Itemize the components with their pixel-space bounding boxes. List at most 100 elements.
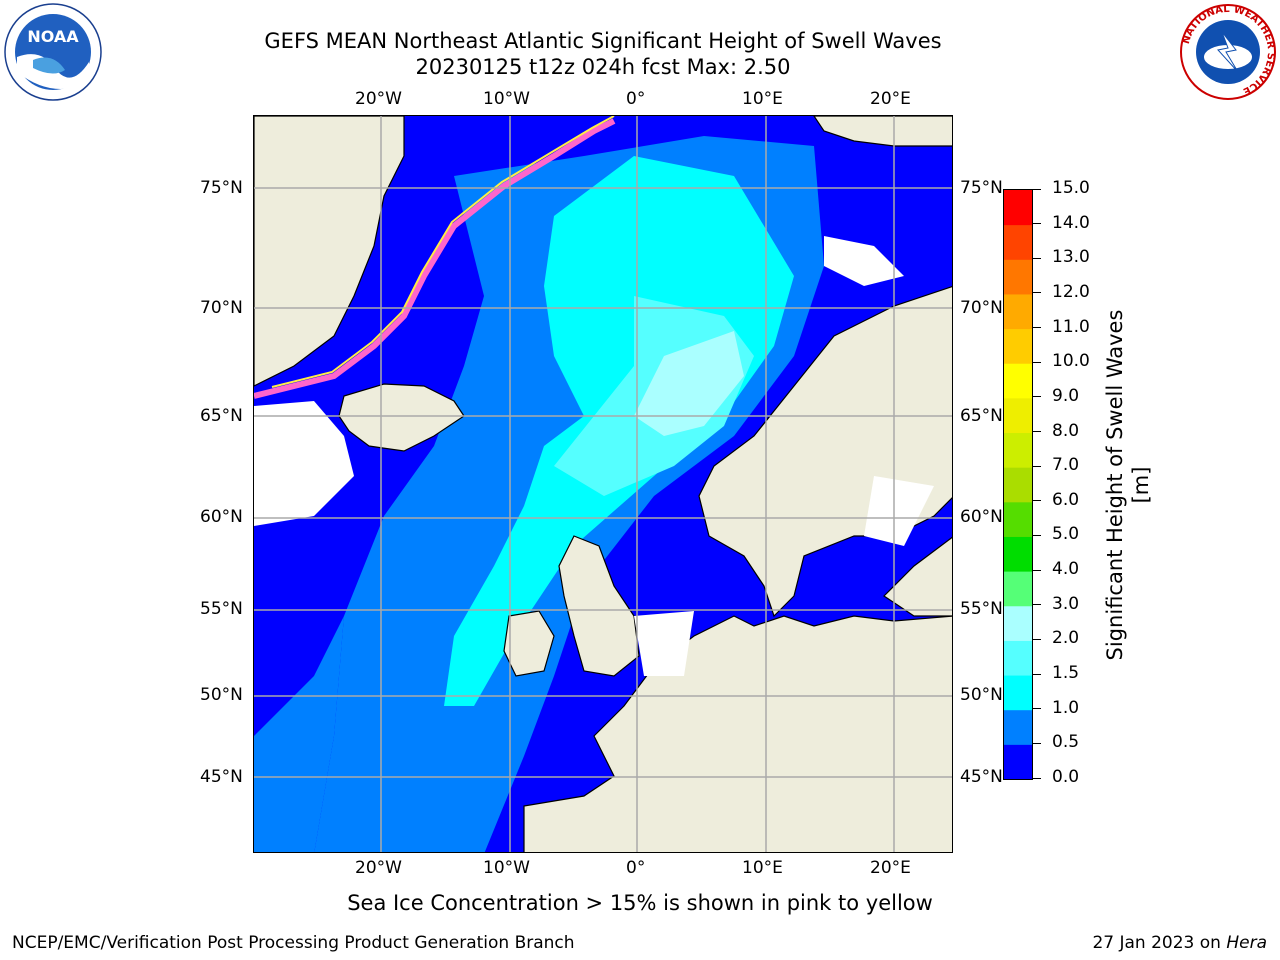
- land-baltic-east: [883, 536, 952, 617]
- colorbar-segment: [1004, 363, 1032, 399]
- colorbar-segment: [1004, 259, 1032, 295]
- swell-band-0-5-west: [254, 616, 344, 852]
- colorbar-tick-label: 4.0: [1052, 559, 1080, 580]
- colorbar-tick-label: 11.0: [1052, 316, 1090, 337]
- land-ireland: [503, 610, 555, 677]
- lat-label-right-45n: 45°N: [960, 767, 1003, 787]
- colorbar-segment: [1004, 571, 1032, 607]
- lat-label-left-60n: 60°N: [200, 507, 243, 527]
- colorbar-segment: [1004, 190, 1032, 226]
- colorbar-segment: [1004, 675, 1032, 711]
- colorbar-tick: [1033, 673, 1041, 675]
- chart-subtitle: 20230125 t12z 024h fcst Max: 2.50: [415, 55, 791, 79]
- colorbar-tick-label: 7.0: [1052, 455, 1080, 476]
- lat-label-right-50n: 50°N: [960, 685, 1003, 705]
- land-group: [254, 116, 952, 852]
- colorbar-segment: [1004, 605, 1032, 641]
- lon-label-top-0: 0°: [626, 89, 646, 109]
- colorbar-tick: [1033, 188, 1041, 190]
- colorbar-tick: [1033, 361, 1041, 363]
- colorbar-tick: [1033, 500, 1041, 502]
- colorbar-segment: [1004, 536, 1032, 572]
- colorbar-tick: [1033, 327, 1041, 329]
- noaa-logo-text: NOAA: [27, 27, 79, 46]
- lat-label-left-75n: 75°N: [200, 178, 243, 198]
- lon-label-bottom-20e: 20°E: [870, 858, 911, 878]
- colorbar-segment: [1004, 328, 1032, 364]
- colorbar-tick: [1033, 708, 1041, 710]
- sea-ice-note: Sea Ice Concentration > 15% is shown in …: [347, 891, 933, 915]
- lon-label-top-20e: 20°E: [870, 89, 911, 109]
- colorbar-tick: [1033, 396, 1041, 398]
- graticule: [254, 116, 952, 852]
- colorbar-tick: [1033, 257, 1041, 259]
- colorbar-tick: [1033, 569, 1041, 571]
- colorbar-tick-label: 0.0: [1052, 767, 1080, 787]
- colorbar-tick-label: 13.0: [1052, 247, 1090, 268]
- colorbar-segment: [1004, 293, 1032, 330]
- lon-label-bottom-10w: 10°W: [483, 858, 530, 878]
- lon-label-bottom-20w: 20°W: [355, 858, 402, 878]
- nws-logo: NATIONAL WEATHER SERVICE: [1178, 2, 1278, 102]
- lat-label-left-55n: 55°N: [200, 599, 243, 619]
- colorbar-tick-label: 15.0: [1052, 178, 1090, 198]
- colorbar-tick-label: 1.0: [1052, 697, 1080, 718]
- colorbar-tick-label: 0.5: [1052, 732, 1080, 753]
- sea-ice-edge-yellow: [271, 116, 615, 388]
- lat-label-left-50n: 50°N: [200, 685, 243, 705]
- colorbar-tick: [1033, 534, 1041, 536]
- lat-label-right-70n: 70°N: [960, 298, 1003, 318]
- footer-date: 27 Jan 2023 on Hera: [1092, 933, 1267, 953]
- colorbar-tick-label: 9.0: [1052, 385, 1080, 406]
- colorbar: [1003, 189, 1033, 780]
- lat-label-right-55n: 55°N: [960, 599, 1003, 619]
- noaa-logo: NOAA: [3, 2, 103, 102]
- lon-label-bottom-10e: 10°E: [742, 858, 783, 878]
- land-greenland: [254, 116, 405, 387]
- lat-label-right-65n: 65°N: [960, 406, 1003, 426]
- colorbar-tick: [1033, 292, 1041, 294]
- colorbar-title: Significant Height of Swell Waves [m]: [1103, 309, 1153, 661]
- colorbar-tick-label: 14.0: [1052, 212, 1090, 233]
- colorbar-tick: [1033, 742, 1041, 744]
- colorbar-tick-label: 6.0: [1052, 489, 1080, 510]
- colorbar-tick-label: 1.5: [1052, 663, 1080, 684]
- colorbar-tick-label: 5.0: [1052, 524, 1080, 545]
- colorbar-tick-label: 2.0: [1052, 628, 1080, 649]
- colorbar-tick: [1033, 638, 1041, 640]
- colorbar-tick-label: 3.0: [1052, 593, 1080, 614]
- lon-label-bottom-0: 0°: [626, 858, 646, 878]
- colorbar-segment: [1004, 709, 1032, 745]
- chart-title: GEFS MEAN Northeast Atlantic Significant…: [264, 29, 942, 53]
- colorbar-segment: [1004, 467, 1032, 503]
- no-data-group: [254, 236, 934, 676]
- lat-label-right-75n: 75°N: [960, 178, 1003, 198]
- sea-ice-edge: [254, 118, 616, 399]
- lon-label-top-10e: 10°E: [742, 89, 783, 109]
- colorbar-segment: [1004, 397, 1032, 434]
- land-iceland: [338, 383, 465, 452]
- footer-organization: NCEP/EMC/Verification Post Processing Pr…: [12, 933, 575, 953]
- colorbar-svg: [1004, 190, 1032, 780]
- land-great-britain: [558, 535, 640, 677]
- colorbar-segment: [1004, 224, 1032, 260]
- lat-label-left-45n: 45°N: [200, 767, 243, 787]
- colorbar-tick: [1033, 777, 1041, 779]
- lat-label-left-65n: 65°N: [200, 406, 243, 426]
- colorbar-tick-label: 8.0: [1052, 420, 1080, 441]
- colorbar-tick-label: 10.0: [1052, 351, 1090, 372]
- colorbar-segment: [1004, 501, 1032, 537]
- colorbar-tick-label: 12.0: [1052, 281, 1090, 302]
- colorbar-tick: [1033, 465, 1041, 467]
- lon-label-top-10w: 10°W: [483, 89, 530, 109]
- colorbar-tick: [1033, 431, 1041, 433]
- colorbar-segment: [1004, 432, 1032, 468]
- footer-host: Hera: [1226, 933, 1267, 953]
- colorbar-segment: [1004, 640, 1032, 676]
- map-panel[interactable]: [253, 115, 953, 853]
- colorbar-segment: [1004, 744, 1032, 780]
- colorbar-tick: [1033, 604, 1041, 606]
- footer-date-text: 27 Jan 2023 on: [1092, 933, 1227, 953]
- map-svg: [254, 116, 952, 852]
- lat-label-right-60n: 60°N: [960, 507, 1003, 527]
